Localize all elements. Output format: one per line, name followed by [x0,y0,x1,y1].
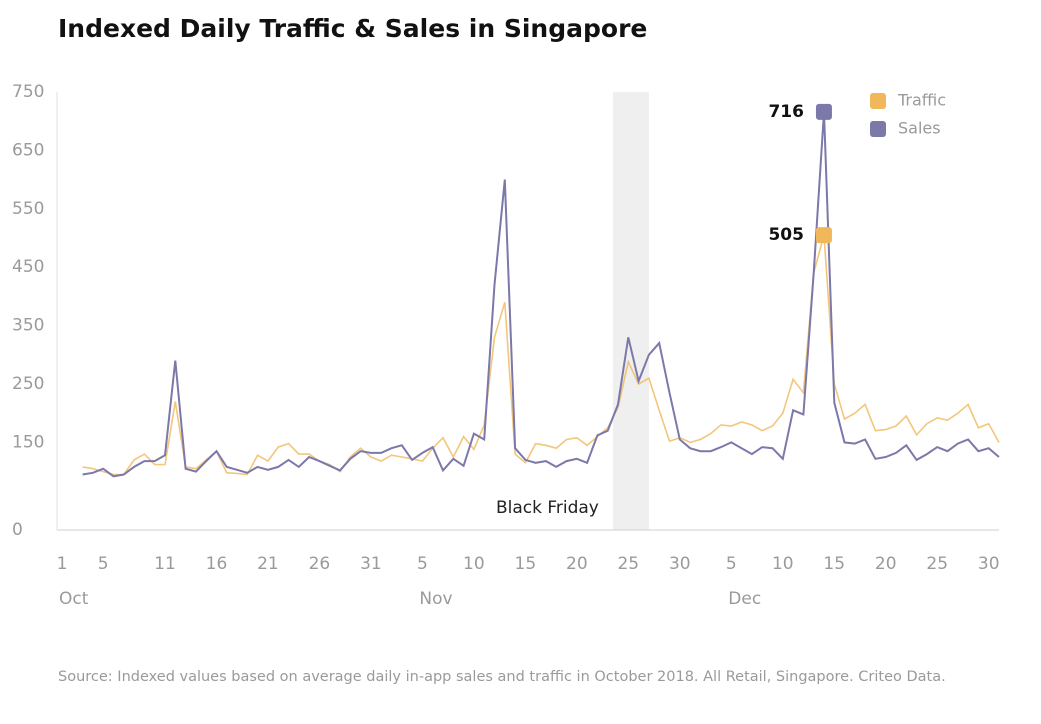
x-tick-label: 11 [154,554,176,574]
month-label: Nov [419,589,452,609]
x-tick-label: 21 [257,554,279,574]
x-tick-label: 31 [360,554,382,574]
x-tick-label: 10 [772,554,794,574]
x-tick-label: 5 [98,554,109,574]
highlight-label: Black Friday [496,498,599,518]
x-tick-label: 16 [206,554,228,574]
legend-label: Traffic [897,91,946,110]
legend-swatch [870,93,886,109]
x-tick-label: 26 [309,554,331,574]
x-tick-label: 20 [566,554,588,574]
y-tick-label: 750 [12,82,44,102]
y-tick-label: 250 [12,374,44,394]
x-tick-label: 20 [875,554,897,574]
peak-label: 716 [768,102,804,122]
y-tick-label: 550 [12,199,44,219]
series-line [82,234,1000,476]
legend-swatch [870,121,886,137]
x-tick-label: 25 [926,554,948,574]
y-tick-label: 650 [12,140,44,160]
x-tick-label: 5 [417,554,428,574]
source-note: Source: Indexed values based on average … [58,669,946,685]
month-label: Oct [59,589,89,609]
y-tick-label: 450 [12,257,44,277]
peak-marker [815,227,832,244]
chart-title: Indexed Daily Traffic & Sales in Singapo… [58,14,647,43]
y-tick-label: 0 [12,520,23,540]
x-tick-label: 15 [515,554,537,574]
x-tick-label: 10 [463,554,485,574]
x-tick-label: 30 [978,554,1000,574]
x-tick-label: 15 [823,554,845,574]
peak-label: 505 [768,225,804,245]
x-tick-label: 25 [617,554,639,574]
y-tick-label: 150 [12,432,44,452]
y-tick-label: 350 [12,316,44,336]
x-tick-label: 30 [669,554,691,574]
month-label: Dec [728,589,761,609]
series-line [82,111,1000,478]
peak-marker [815,103,832,120]
legend-label: Sales [898,119,941,138]
x-tick-label: 1 [57,554,68,574]
x-tick-label: 5 [726,554,737,574]
highlight-band [612,92,649,530]
